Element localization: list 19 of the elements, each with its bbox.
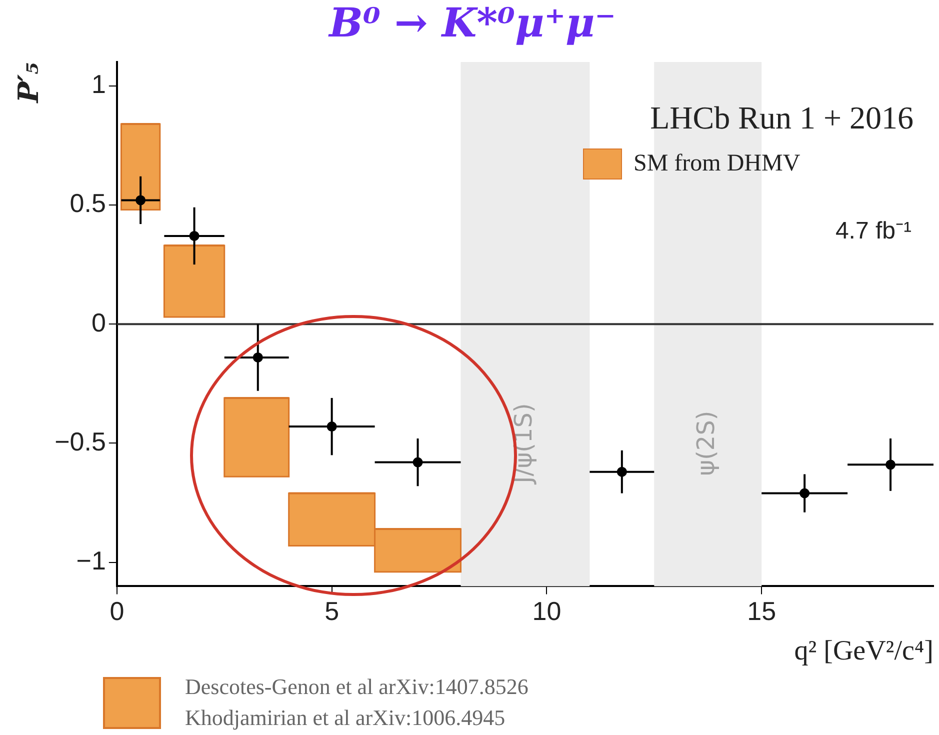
x-tick-label: 10 xyxy=(532,596,562,626)
x-axis-title: q² [GeV²/c⁴] xyxy=(794,636,934,667)
y-tick-label: 0.5 xyxy=(70,188,106,218)
legend-label: SM from DHMV xyxy=(634,150,801,176)
x-tick-label: 5 xyxy=(324,596,340,626)
chart-title: B⁰ → K*⁰μ⁺μ⁻ xyxy=(328,0,616,46)
y-tick-label: −0.5 xyxy=(54,426,106,456)
band-label: J/ψ(1S) xyxy=(509,403,538,486)
annotation: 4.7 fb⁻¹ xyxy=(835,218,912,245)
y-tick-label: 1 xyxy=(91,69,106,99)
x-tick-label: 15 xyxy=(747,596,776,626)
text: Descotes-Genon et al arXiv:1407.8526 xyxy=(185,674,528,699)
y-tick-label: −1 xyxy=(76,546,106,576)
band-label: ψ(2S) xyxy=(692,410,720,476)
annotation: LHCb Run 1 + 2016 xyxy=(650,99,914,136)
y-tick-label: 0 xyxy=(91,307,106,338)
x-tick-label: 0 xyxy=(110,596,124,626)
text: Khodjamirian et al arXiv:1006.4945 xyxy=(185,704,506,730)
y-axis-title: P′₅ xyxy=(12,62,46,104)
